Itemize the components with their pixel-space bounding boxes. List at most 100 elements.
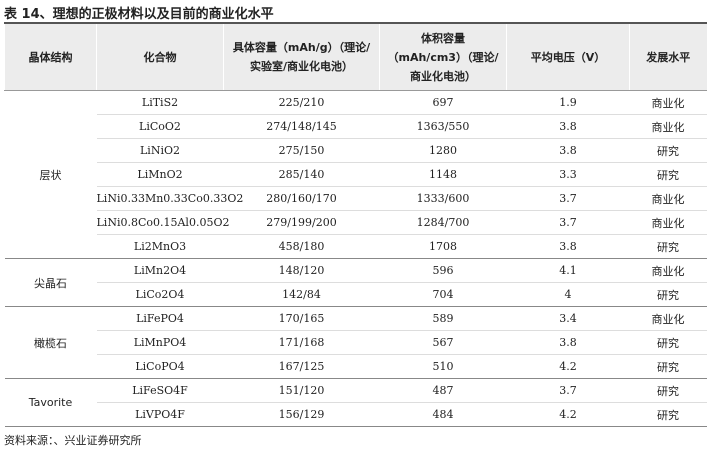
table-cell: 1333/600 bbox=[379, 186, 507, 211]
header-row: 晶体结构 化合物 具体容量（mAh/g）（理论/实验室/商业化电池） 体积容量（mAh… bbox=[4, 22, 707, 91]
table-cell: 1708 bbox=[379, 234, 507, 259]
column-header: 体积容量（mAh/cm3）（理论/商业化电池） bbox=[379, 22, 507, 91]
structure-cell: 层状 bbox=[4, 90, 97, 259]
table-cell: 3.8 bbox=[506, 138, 630, 163]
table-cell: 156/129 bbox=[223, 402, 380, 427]
table-cell: 3.8 bbox=[506, 234, 630, 259]
column-header: 具体容量（mAh/g）（理论/实验室/商业化电池） bbox=[223, 22, 380, 91]
table-cell: 510 bbox=[379, 354, 507, 379]
source-note: 资料来源：、兴业证券研究所 bbox=[4, 434, 142, 447]
table-cell: 274/148/145 bbox=[223, 114, 380, 139]
table-cell: 151/120 bbox=[223, 378, 380, 403]
table-cell: 142/84 bbox=[223, 282, 380, 307]
table-row: 尖晶石 LiMn2O4 148/120 596 4.1 商业化 bbox=[4, 258, 707, 307]
table-row: LiNi0.8Co0.15Al0.05O2 279/199/200 1284/700… bbox=[5, 210, 707, 235]
table-cell: 4 bbox=[506, 282, 630, 307]
table-row: LiCoPO4 167/125 510 4.2 研究 bbox=[5, 354, 707, 379]
table-row: LiCo2O4 142/84 704 4 研究 bbox=[5, 282, 707, 307]
table-cell: 589 bbox=[379, 306, 507, 331]
table-cell: 171/168 bbox=[223, 330, 380, 355]
table-cell: LiCoO2 bbox=[96, 114, 224, 139]
table-cell: 研究 bbox=[629, 330, 707, 355]
table-cell: 3.7 bbox=[506, 186, 630, 211]
table-row: 层状 LiTiS2 225/210 697 1.9 商业化 bbox=[4, 90, 707, 259]
table-cell: LiNiO2 bbox=[96, 138, 224, 163]
table-cell: LiCo2O4 bbox=[96, 282, 224, 307]
table-cell: 697 bbox=[379, 90, 507, 115]
table-cell: 3.3 bbox=[506, 162, 630, 187]
table-cell: 3.7 bbox=[506, 210, 630, 235]
table-cell: 4.1 bbox=[506, 258, 630, 283]
table-row: 橄榄石 LiFePO4 170/165 589 3.4 商业化 bbox=[4, 306, 707, 379]
table-cell: 567 bbox=[379, 330, 507, 355]
structure-cell: Tavorite bbox=[4, 378, 97, 427]
table-cell: 4.2 bbox=[506, 402, 630, 427]
table-cell: 1280 bbox=[379, 138, 507, 163]
table-cell: LiMnO2 bbox=[96, 162, 224, 187]
table-cell: 3.7 bbox=[506, 378, 630, 403]
structure-cell: 尖晶石 bbox=[4, 258, 97, 307]
table-body: 层状 LiTiS2 225/210 697 1.9 商业化 LiCoO2 274/148/14… bbox=[4, 90, 707, 427]
table-row: LiNi0.33Mn0.33Co0.33O2 280/160/170 1333/60… bbox=[5, 186, 707, 211]
table-row: LiCoO2 274/148/145 1363/550 3.8 商业化 bbox=[5, 114, 707, 139]
table-cell: LiMnPO4 bbox=[96, 330, 224, 355]
table-row: LiMnPO4 171/168 567 3.8 研究 bbox=[5, 330, 707, 355]
table-row: Li2MnO3 458/180 1708 3.8 研究 bbox=[5, 234, 707, 259]
table-cell: 3.8 bbox=[506, 114, 630, 139]
table-cell: 研究 bbox=[629, 234, 707, 259]
column-header: 平均电压（V） bbox=[506, 22, 630, 91]
table-cell: 148/120 bbox=[223, 258, 380, 283]
table-cell: 1.9 bbox=[506, 90, 630, 115]
table-cell: 484 bbox=[379, 402, 507, 427]
table-cell: 研究 bbox=[629, 378, 707, 403]
table-cell: 225/210 bbox=[223, 90, 380, 115]
table-cell: 1284/700 bbox=[379, 210, 507, 235]
table-cell: 研究 bbox=[629, 138, 707, 163]
table-cell: 1148 bbox=[379, 162, 507, 187]
table-cell: 279/199/200 bbox=[223, 210, 380, 235]
table-cell: 280/160/170 bbox=[223, 186, 380, 211]
table-cell: LiTiS2 bbox=[96, 90, 224, 115]
table-row: LiNiO2 275/150 1280 3.8 研究 bbox=[5, 138, 707, 163]
table-cell: LiMn2O4 bbox=[96, 258, 224, 283]
table-cell: 商业化 bbox=[629, 114, 707, 139]
column-header: 化合物 bbox=[96, 22, 224, 91]
table-cell: LiFeSO4F bbox=[96, 378, 224, 403]
table-cell: 3.8 bbox=[506, 330, 630, 355]
table-cell: 167/125 bbox=[223, 354, 380, 379]
table-cell: 704 bbox=[379, 282, 507, 307]
table-cell: 商业化 bbox=[629, 210, 707, 235]
table-cell: 458/180 bbox=[223, 234, 380, 259]
table-cell: 商业化 bbox=[629, 90, 707, 115]
table-cell: LiCoPO4 bbox=[96, 354, 224, 379]
table-row: Tavorite LiFeSO4F 151/120 487 3.7 研究 bbox=[4, 378, 707, 427]
table-cell: 596 bbox=[379, 258, 507, 283]
table-row: LiMnO2 285/140 1148 3.3 研究 bbox=[5, 162, 707, 187]
column-header: 发展水平 bbox=[629, 22, 707, 91]
materials-table: 晶体结构 化合物 具体容量（mAh/g）（理论/实验室/商业化电池） 体积容量（mAh… bbox=[4, 22, 707, 427]
table-cell: 275/150 bbox=[223, 138, 380, 163]
table-cell: 1363/550 bbox=[379, 114, 507, 139]
table-cell: LiNi0.33Mn0.33Co0.33O2 bbox=[96, 186, 243, 211]
table-cell: 研究 bbox=[629, 354, 707, 379]
table-cell: 3.4 bbox=[506, 306, 630, 331]
column-header: 晶体结构 bbox=[4, 22, 97, 91]
table-cell: 研究 bbox=[629, 162, 707, 187]
table-cell: LiFePO4 bbox=[96, 306, 224, 331]
table-title: 表 14、理想的正极材料以及目前的商业化水平 bbox=[4, 7, 274, 22]
table-cell: Li2MnO3 bbox=[96, 234, 224, 259]
table-cell: 商业化 bbox=[629, 186, 707, 211]
structure-cell: 橄榄石 bbox=[4, 306, 97, 379]
table-cell: LiNi0.8Co0.15Al0.05O2 bbox=[96, 210, 229, 235]
table-cell: 研究 bbox=[629, 282, 707, 307]
table-cell: 商业化 bbox=[629, 258, 707, 283]
table-cell: 170/165 bbox=[223, 306, 380, 331]
table-cell: 487 bbox=[379, 378, 507, 403]
table-row: LiVPO4F 156/129 484 4.2 研究 bbox=[5, 402, 707, 427]
table-cell: 285/140 bbox=[223, 162, 380, 187]
table-cell: LiVPO4F bbox=[96, 402, 224, 427]
table-cell: 商业化 bbox=[629, 306, 707, 331]
table-cell: 4.2 bbox=[506, 354, 630, 379]
table-cell: 研究 bbox=[629, 402, 707, 427]
